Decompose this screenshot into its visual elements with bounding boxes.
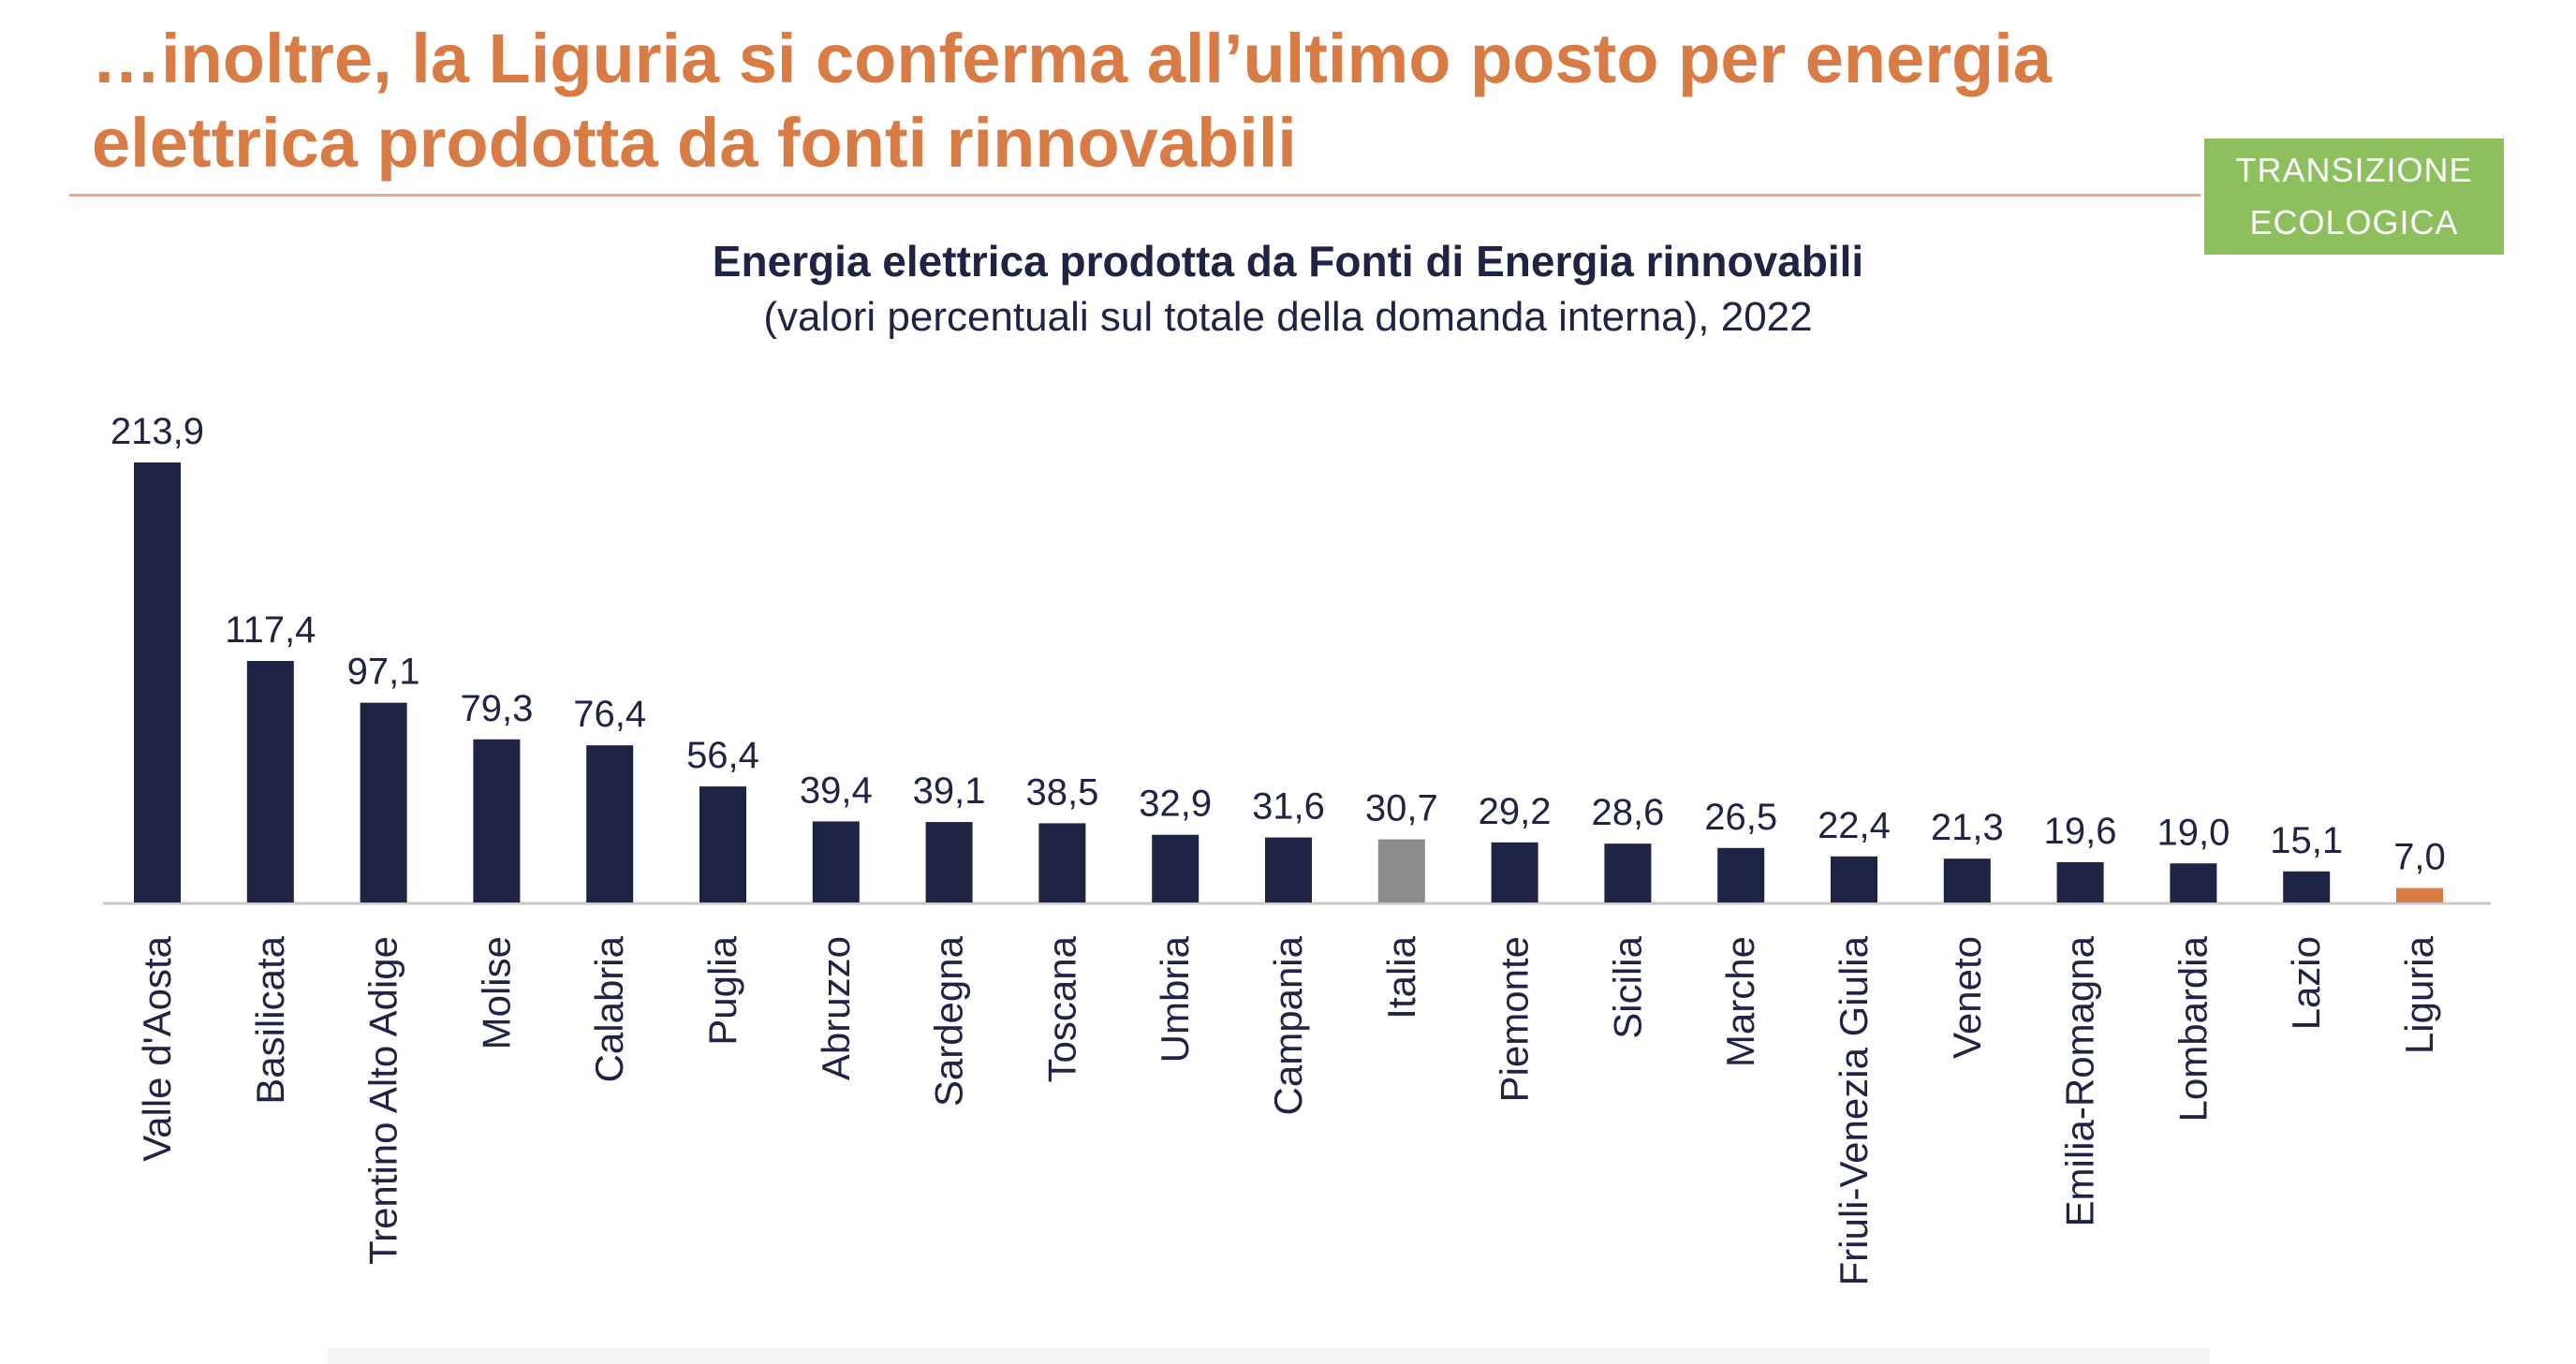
category-label: Trentino Alto Adige — [361, 936, 405, 1265]
data-label: 76,4 — [573, 694, 646, 735]
category-label: Basilicata — [248, 935, 292, 1104]
bar — [246, 661, 294, 902]
data-label: 19,0 — [2156, 812, 2230, 853]
data-label: 28,6 — [1591, 792, 1664, 833]
data-label: 15,1 — [2270, 820, 2343, 861]
bar — [699, 786, 746, 902]
data-label: 38,5 — [1025, 771, 1098, 813]
category-label: Umbria — [1153, 935, 1197, 1063]
bar — [1717, 847, 1765, 902]
category-label: Sardegna — [927, 935, 971, 1107]
category-label: Lazio — [2284, 936, 2328, 1030]
bar — [2170, 863, 2217, 902]
bar — [2056, 861, 2104, 902]
bar — [134, 462, 181, 902]
category-label: Friuli-Venezia Giulia — [1832, 935, 1876, 1285]
footer-strip — [328, 1348, 2210, 1364]
data-label: 213,9 — [110, 411, 204, 452]
category-label: Veneto — [1945, 936, 1989, 1059]
category-label: Sicilia — [1605, 935, 1649, 1038]
data-label: 19,6 — [2044, 811, 2117, 852]
bar — [473, 739, 521, 902]
data-label: 29,2 — [1479, 791, 1552, 832]
data-label: 97,1 — [347, 652, 420, 693]
category-label: Italia — [1379, 935, 1423, 1019]
category-label: Puglia — [700, 935, 744, 1045]
category-label: Molise — [474, 936, 518, 1049]
data-label: 26,5 — [1704, 797, 1777, 838]
bar — [1265, 837, 1312, 902]
data-label: 56,4 — [686, 735, 759, 776]
data-label: 39,4 — [800, 770, 873, 811]
bar — [1491, 842, 1538, 902]
bar — [1152, 834, 1200, 902]
page-title: …inoltre, la Liguria si conferma all’ult… — [92, 20, 2052, 182]
category-label: Toscana — [1039, 935, 1083, 1082]
category-label: Valle d'Aosta — [135, 935, 179, 1161]
category-label: Abruzzo — [814, 936, 858, 1080]
category-label: Lombardia — [2171, 935, 2215, 1122]
bar — [2283, 871, 2331, 902]
data-label: 22,4 — [1818, 805, 1891, 846]
bar — [1377, 839, 1425, 902]
data-label: 79,3 — [460, 688, 533, 729]
category-label: Campania — [1266, 935, 1310, 1115]
data-label: 31,6 — [1252, 786, 1325, 828]
category-label: Calabria — [587, 935, 631, 1082]
bar — [1604, 843, 1652, 902]
chart-title: Energia elettrica prodotta da Fonti di E… — [712, 237, 1864, 286]
bar — [1038, 823, 1086, 902]
bar — [1831, 856, 1877, 902]
category-label: Piemonte — [1493, 936, 1537, 1102]
bar — [360, 702, 407, 902]
bar — [2396, 887, 2443, 902]
data-label: 32,9 — [1139, 784, 1212, 825]
badge-line-1: TRANSIZIONE — [2235, 151, 2473, 189]
title-divider — [69, 194, 2201, 197]
data-label: 30,7 — [1365, 788, 1438, 829]
bar — [1943, 858, 1991, 902]
category-label: Marche — [1718, 936, 1762, 1067]
bar — [812, 821, 860, 902]
bar — [586, 745, 634, 902]
data-label: 7,0 — [2393, 837, 2446, 878]
bar — [925, 822, 973, 902]
data-label: 21,3 — [1931, 807, 2004, 848]
data-label: 117,4 — [225, 609, 316, 651]
category-badge: TRANSIZIONE ECOLOGICA — [2204, 139, 2504, 255]
category-label: Emilia-Romagna — [2058, 935, 2102, 1226]
chart-subtitle: (valori percentuali sul totale della dom… — [763, 294, 1813, 340]
category-label: Liguria — [2397, 935, 2441, 1054]
badge-line-2: ECOLOGICA — [2249, 203, 2459, 242]
data-label: 39,1 — [913, 770, 986, 812]
